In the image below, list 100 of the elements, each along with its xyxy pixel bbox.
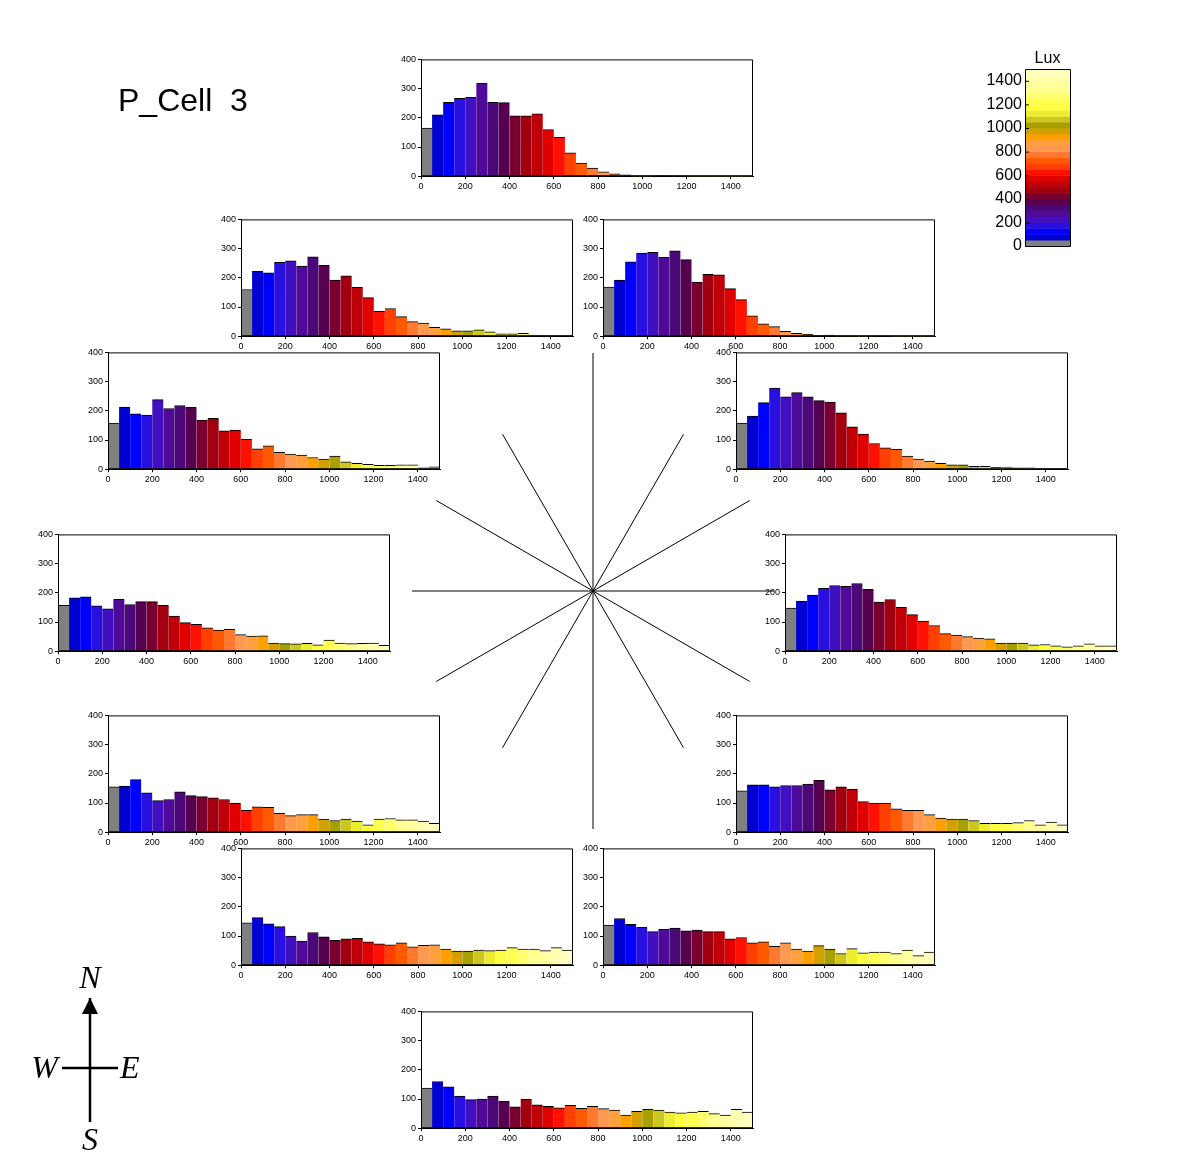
color-bar-label: 800 [995, 142, 1023, 160]
x-tick-label: 800 [772, 341, 788, 352]
x-tick-label: 1400 [1084, 656, 1105, 667]
y-tick-label: 400 [400, 1005, 417, 1016]
x-tick-label: 1200 [858, 341, 879, 352]
y-tick-label: 200 [87, 405, 104, 416]
x-tick-label: 1200 [363, 474, 384, 485]
color-bar-title: Lux [1034, 49, 1061, 66]
x-tick-label: 400 [139, 656, 155, 667]
x-tick-label: 600 [233, 474, 249, 485]
y-tick-label: 200 [37, 587, 54, 598]
y-tick-label: 200 [220, 901, 237, 912]
x-tick-label: 0 [418, 1133, 424, 1144]
x-tick-label: 1200 [496, 341, 517, 352]
x-tick-label: 1200 [496, 970, 517, 981]
x-tick-label: 600 [728, 970, 744, 981]
x-tick-label: 1000 [814, 341, 835, 352]
x-tick-label: 400 [684, 970, 700, 981]
x-tick-label: 1200 [363, 837, 384, 848]
x-tick-label: 400 [322, 341, 338, 352]
x-tick-label: 200 [457, 181, 473, 192]
y-tick-label: 200 [87, 768, 104, 779]
x-tick-label: 1200 [858, 970, 879, 981]
x-tick-label: 600 [546, 1133, 562, 1144]
x-tick-label: 1000 [632, 1133, 653, 1144]
y-tick-label: 0 [593, 959, 599, 970]
x-tick-label: 1200 [313, 656, 334, 667]
x-tick-label: 800 [954, 656, 970, 667]
x-tick-label: 800 [590, 181, 606, 192]
color-bar-label: 200 [995, 212, 1023, 230]
x-tick-label: 1400 [357, 656, 378, 667]
x-tick-label: 600 [366, 970, 382, 981]
y-tick-label: 0 [231, 959, 237, 970]
y-tick-label: 400 [582, 213, 599, 224]
x-tick-label: 1000 [452, 970, 473, 981]
x-tick-label: 1400 [407, 837, 428, 848]
x-tick-label: 200 [772, 474, 788, 485]
x-tick-label: 1000 [319, 474, 340, 485]
y-tick-label: 400 [87, 709, 104, 720]
y-tick-label: 200 [582, 272, 599, 283]
y-tick-label: 300 [715, 739, 732, 750]
y-tick-label: 400 [764, 528, 781, 539]
y-tick-label: 100 [400, 141, 417, 152]
y-tick-label: 100 [582, 930, 599, 941]
x-tick-label: 1400 [407, 474, 428, 485]
y-tick-label: 300 [87, 376, 104, 387]
x-tick-label: 1000 [947, 837, 968, 848]
x-tick-label: 1400 [902, 970, 923, 981]
x-tick-label: 1000 [319, 837, 340, 848]
y-tick-label: 100 [764, 616, 781, 627]
x-tick-label: 800 [905, 837, 921, 848]
y-tick-label: 100 [87, 434, 104, 445]
x-tick-label: 1400 [720, 181, 741, 192]
x-tick-label: 800 [227, 656, 243, 667]
y-tick-label: 200 [715, 405, 732, 416]
x-tick-label: 0 [418, 181, 424, 192]
x-tick-label: 1200 [1040, 656, 1061, 667]
y-tick-label: 300 [582, 243, 599, 254]
x-tick-label: 200 [772, 837, 788, 848]
x-tick-label: 1000 [996, 656, 1017, 667]
x-tick-label: 200 [639, 341, 655, 352]
x-tick-label: 400 [322, 970, 338, 981]
y-tick-label: 100 [715, 797, 732, 808]
y-tick-label: 300 [715, 376, 732, 387]
y-tick-label: 0 [593, 330, 599, 341]
x-tick-label: 1000 [632, 181, 653, 192]
x-tick-label: 800 [410, 970, 426, 981]
x-tick-label: 600 [183, 656, 199, 667]
x-tick-label: 800 [772, 970, 788, 981]
y-tick-label: 400 [220, 213, 237, 224]
x-tick-label: 800 [277, 837, 293, 848]
y-tick-label: 100 [400, 1093, 417, 1104]
y-tick-label: 0 [231, 330, 237, 341]
x-tick-label: 1200 [991, 474, 1012, 485]
x-tick-label: 1400 [1035, 474, 1056, 485]
y-tick-label: 0 [411, 170, 417, 181]
x-tick-label: 600 [861, 474, 877, 485]
x-tick-label: 400 [684, 341, 700, 352]
x-tick-label: 400 [189, 837, 205, 848]
y-tick-label: 200 [582, 901, 599, 912]
y-tick-label: 200 [715, 768, 732, 779]
x-tick-label: 800 [905, 474, 921, 485]
y-tick-label: 300 [400, 83, 417, 94]
y-tick-label: 100 [220, 930, 237, 941]
x-tick-label: 200 [277, 970, 293, 981]
x-tick-label: 0 [782, 656, 788, 667]
x-tick-label: 1200 [676, 1133, 697, 1144]
x-tick-label: 600 [861, 837, 877, 848]
y-tick-label: 300 [220, 243, 237, 254]
y-tick-label: 300 [87, 739, 104, 750]
x-tick-label: 1000 [269, 656, 290, 667]
y-tick-label: 100 [220, 301, 237, 312]
x-tick-label: 200 [144, 474, 160, 485]
x-tick-label: 1400 [540, 341, 561, 352]
x-tick-label: 0 [238, 970, 244, 981]
x-tick-label: 1000 [452, 341, 473, 352]
x-tick-label: 1400 [540, 970, 561, 981]
y-tick-label: 0 [775, 645, 781, 656]
color-bar-label: 1200 [986, 94, 1023, 112]
y-tick-label: 0 [98, 826, 104, 837]
